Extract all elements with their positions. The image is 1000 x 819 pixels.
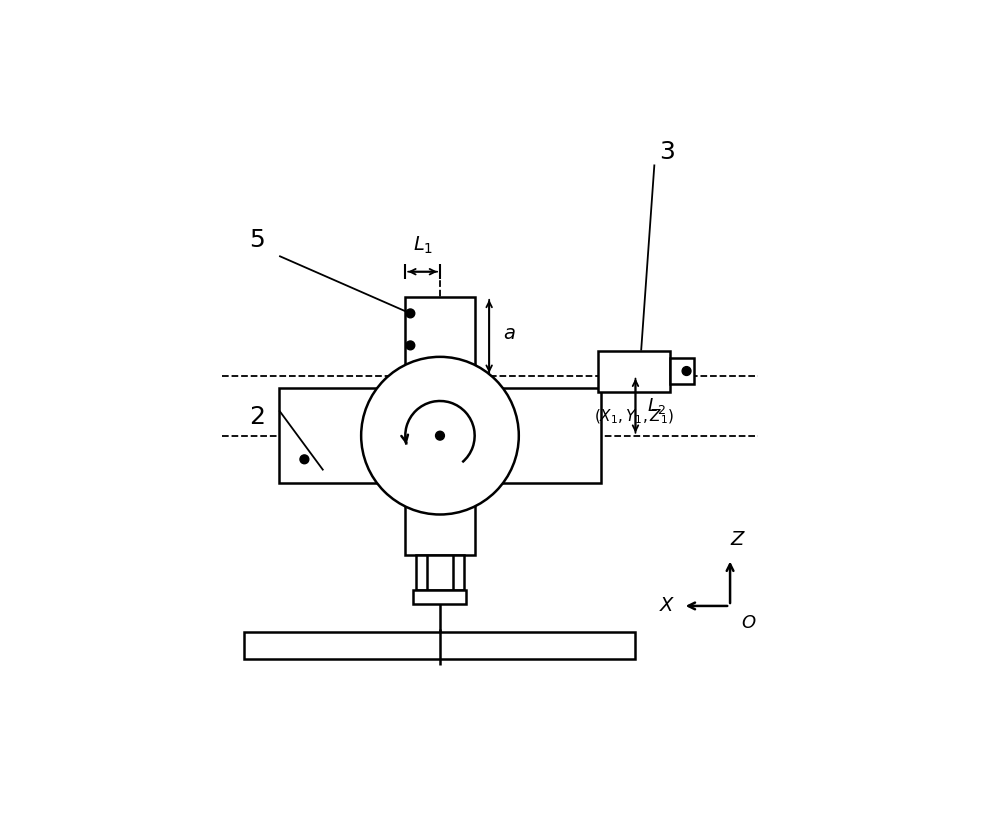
Text: $Z$: $Z$ <box>730 530 746 550</box>
Circle shape <box>300 455 309 464</box>
Circle shape <box>406 309 415 318</box>
Text: $L_2$: $L_2$ <box>647 396 666 416</box>
Bar <box>244 632 635 659</box>
Text: 2: 2 <box>249 405 265 429</box>
Bar <box>405 483 475 555</box>
Text: $(X_0,Y_0,Z_0)$: $(X_0,Y_0,Z_0)$ <box>394 451 474 470</box>
Text: 3: 3 <box>659 140 675 164</box>
Text: $L_1$: $L_1$ <box>413 234 433 256</box>
Text: $(X_1,Y_1,Z_1)$: $(X_1,Y_1,Z_1)$ <box>594 407 674 426</box>
Bar <box>279 388 601 483</box>
Text: $a$: $a$ <box>503 324 516 342</box>
Bar <box>598 351 670 391</box>
Bar <box>405 297 475 388</box>
Circle shape <box>682 367 691 375</box>
Text: $O$: $O$ <box>741 613 757 631</box>
Circle shape <box>361 357 519 514</box>
Text: $X$: $X$ <box>659 596 675 615</box>
Bar <box>670 359 694 383</box>
Circle shape <box>406 341 415 350</box>
Circle shape <box>436 432 444 440</box>
Bar <box>413 590 466 604</box>
Bar <box>416 555 464 590</box>
Text: 5: 5 <box>249 229 265 252</box>
